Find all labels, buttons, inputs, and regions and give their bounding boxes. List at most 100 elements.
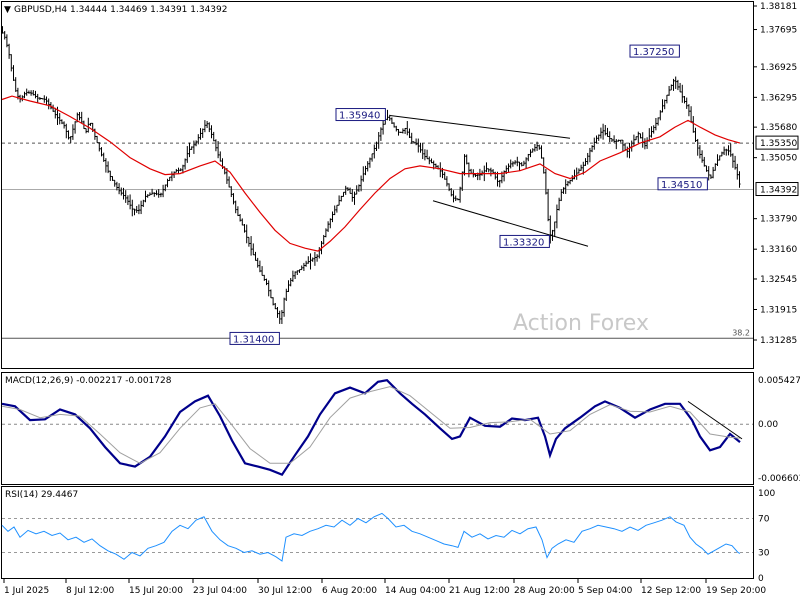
candle xyxy=(410,132,413,144)
candle xyxy=(287,280,290,293)
candle xyxy=(111,176,114,181)
candle xyxy=(212,131,215,142)
candle xyxy=(254,251,257,261)
candle xyxy=(562,187,565,194)
candle xyxy=(10,54,13,72)
candle xyxy=(47,98,50,110)
candle xyxy=(434,163,437,169)
price-callout: 1.33320 xyxy=(499,234,550,248)
x-tick-label: 19 Sep 20:00 xyxy=(706,586,766,596)
candle xyxy=(428,156,431,165)
candle xyxy=(397,129,400,136)
candle xyxy=(606,127,609,137)
candle xyxy=(346,187,349,192)
watermark: Action Forex xyxy=(513,311,649,336)
candle xyxy=(113,179,116,187)
x-tick-label: 1 Jul 2025 xyxy=(4,586,49,596)
candle xyxy=(368,157,371,168)
candle xyxy=(269,289,272,299)
candle xyxy=(738,171,741,188)
candle xyxy=(210,125,213,139)
candle xyxy=(197,134,200,145)
candle xyxy=(331,211,334,223)
candle xyxy=(516,156,519,167)
candle xyxy=(544,169,547,195)
candle xyxy=(663,99,666,110)
candle xyxy=(159,192,162,198)
x-tick-label: 8 Jul 12:00 xyxy=(66,586,115,596)
candle xyxy=(100,147,103,157)
current-price-label: 1.34392 xyxy=(760,186,797,196)
y-tick-label: 1.37695 xyxy=(760,26,797,36)
candle xyxy=(41,98,44,100)
candle xyxy=(375,141,378,151)
reference-price-label: 1.35350 xyxy=(760,139,797,149)
callout-label: 1.34510 xyxy=(661,180,702,191)
candle xyxy=(201,128,204,138)
candle xyxy=(313,251,316,266)
candle xyxy=(135,205,138,213)
candle xyxy=(239,214,242,222)
candle xyxy=(186,146,189,163)
candle xyxy=(5,34,8,48)
candle xyxy=(261,266,264,276)
candle xyxy=(162,184,165,198)
candle xyxy=(294,271,297,280)
candle xyxy=(217,141,220,159)
candle xyxy=(252,243,255,256)
candle xyxy=(511,161,514,167)
candle xyxy=(687,104,690,117)
candle xyxy=(553,221,556,237)
candle xyxy=(338,195,341,206)
candle xyxy=(43,95,46,103)
candle xyxy=(465,154,468,165)
candle xyxy=(637,131,640,144)
candle xyxy=(58,113,61,125)
candle xyxy=(89,122,92,126)
candle xyxy=(723,146,726,156)
candle xyxy=(298,269,301,273)
candle xyxy=(729,143,732,157)
candle xyxy=(450,188,453,197)
x-tick-label: 21 Aug 12:00 xyxy=(449,586,510,596)
candle xyxy=(401,128,404,134)
candle xyxy=(131,199,134,217)
candle xyxy=(448,183,451,192)
candle xyxy=(676,79,679,91)
candle xyxy=(324,228,327,238)
candle xyxy=(386,109,389,121)
candle xyxy=(241,218,244,226)
candle xyxy=(419,142,422,153)
candle xyxy=(256,257,259,268)
candle xyxy=(685,97,688,109)
candle xyxy=(408,128,411,138)
candle xyxy=(115,181,118,191)
candle xyxy=(300,265,303,271)
candle xyxy=(540,145,543,159)
candle xyxy=(698,145,701,159)
candle xyxy=(604,124,607,136)
candle xyxy=(714,163,717,171)
candle xyxy=(538,144,541,150)
candle xyxy=(208,122,211,133)
y-tick-label: 1.33790 xyxy=(760,215,797,225)
rsi-tick-label: 0 xyxy=(758,574,764,584)
candle xyxy=(225,168,228,184)
candle xyxy=(214,139,217,152)
candle xyxy=(577,168,580,174)
macd-tick-label: -0.006603 xyxy=(758,474,800,484)
candle xyxy=(527,153,530,162)
candle xyxy=(342,191,345,197)
candle xyxy=(696,138,699,156)
candle xyxy=(80,111,83,124)
dropdown-icon[interactable]: ▼ xyxy=(4,5,11,15)
rsi-line xyxy=(1,512,741,562)
axis-layer: 1.38181 1.37695 1.36925 1.36295 1.35680 1.350… xyxy=(3,2,800,596)
rsi-tick-label: 30 xyxy=(758,549,770,559)
candle xyxy=(467,162,470,178)
y-tick-label: 1.36295 xyxy=(760,93,797,103)
candle xyxy=(289,277,292,287)
candle xyxy=(3,31,6,40)
candle xyxy=(613,135,616,143)
candle xyxy=(243,223,246,233)
